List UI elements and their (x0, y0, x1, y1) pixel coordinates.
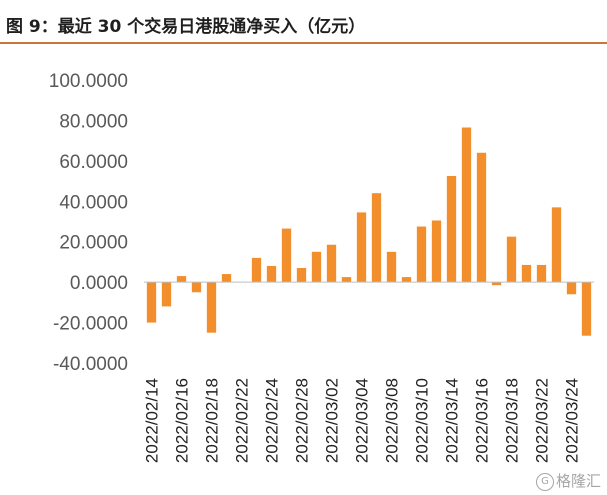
x-tick-label: 2022/02/28 (293, 378, 312, 463)
x-tick-label: 2022/03/16 (473, 378, 492, 463)
title-underline (0, 42, 607, 44)
bar (251, 257, 262, 283)
bar (221, 274, 232, 283)
bar (581, 282, 592, 336)
bar (416, 226, 427, 283)
bar (191, 282, 202, 293)
watermark-text: 格隆汇 (555, 472, 601, 490)
bar (536, 264, 547, 283)
y-tick-label: 20.0000 (59, 233, 128, 254)
x-tick-label: 2022/03/24 (563, 378, 582, 463)
bar (431, 220, 442, 283)
bar (326, 244, 337, 283)
bar-series (146, 127, 592, 336)
chart-title: 图 9：最近 30 个交易日港股通净买入（亿元） (6, 17, 366, 37)
bar (311, 251, 322, 283)
bar (506, 236, 517, 283)
bar (386, 251, 397, 283)
bar (461, 127, 472, 283)
x-tick-label: 2022/03/14 (443, 378, 462, 463)
x-tick-label: 2022/03/10 (413, 378, 432, 463)
bar (296, 267, 307, 283)
y-tick-label: 100.0000 (49, 71, 128, 92)
bar (566, 282, 577, 295)
bar (176, 276, 187, 283)
bar (401, 277, 412, 283)
watermark: G 格隆汇 (535, 470, 601, 491)
bar (476, 152, 487, 283)
bar (356, 212, 367, 283)
watermark-logo-icon: G (535, 472, 554, 491)
x-tick-label: 2022/03/22 (533, 378, 552, 463)
bar (161, 282, 172, 307)
y-tick-label: 80.0000 (59, 111, 128, 132)
x-tick-label: 2022/03/02 (323, 378, 342, 463)
bar (266, 265, 277, 283)
bar (146, 282, 157, 323)
x-tick-label: 2022/03/08 (383, 378, 402, 463)
x-tick-label: 2022/03/04 (353, 378, 372, 463)
x-tick-label: 2022/02/18 (203, 378, 222, 463)
bar (371, 193, 382, 283)
bar (491, 282, 502, 286)
bar (551, 207, 562, 283)
x-tick-label: 2022/02/16 (173, 378, 192, 463)
y-tick-label: 60.0000 (59, 152, 128, 173)
y-tick-label: 40.0000 (59, 192, 128, 213)
y-tick-label: -40.0000 (53, 354, 128, 375)
title-bar: 图 9：最近 30 个交易日港股通净买入（亿元） (0, 0, 607, 44)
y-axis-ticks: 100.0000 80.0000 60.0000 40.0000 20.0000 0.00… (49, 71, 128, 375)
bar (446, 176, 457, 283)
x-tick-label: 2022/03/18 (503, 378, 522, 463)
x-axis-ticks: 2022/02/14 2022/02/16 2022/02/18 2022/02/22… (143, 378, 582, 463)
x-tick-label: 2022/02/24 (263, 378, 282, 463)
bar (206, 282, 217, 333)
bar (281, 228, 292, 283)
y-tick-label: -20.0000 (53, 314, 128, 335)
x-tick-label: 2022/02/14 (143, 378, 162, 463)
bar (341, 277, 352, 283)
bar (521, 264, 532, 283)
y-tick-label: 0.0000 (70, 273, 128, 294)
x-tick-label: 2022/02/22 (233, 378, 252, 463)
